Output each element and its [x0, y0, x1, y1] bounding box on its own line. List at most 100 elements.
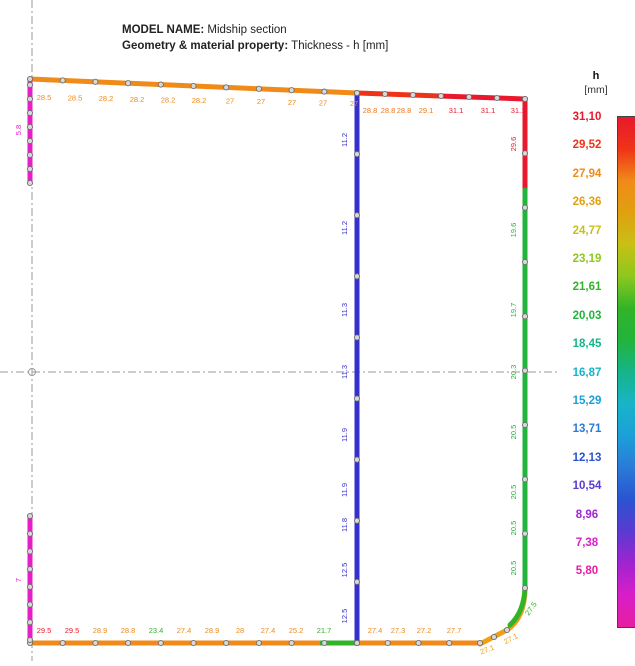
mesh-node — [125, 80, 132, 87]
mesh-node — [92, 78, 99, 85]
mesh-node — [353, 456, 361, 463]
mesh-node — [493, 94, 501, 102]
mesh-node — [409, 91, 417, 99]
thickness-label: 23.4 — [149, 626, 164, 635]
thickness-label: 28.5 — [68, 94, 83, 103]
mesh-node — [59, 639, 66, 647]
thickness-label: 29.5 — [65, 626, 80, 635]
thickness-label: 31.1 — [511, 106, 526, 115]
mesh-node — [255, 85, 262, 92]
thickness-label: 20.5 — [509, 485, 518, 500]
thickness-label: 27 — [319, 98, 327, 107]
thickness-label: 25.2 — [289, 626, 304, 635]
mesh-node — [26, 81, 34, 89]
mesh-node — [521, 367, 529, 374]
legend-value-label: 7,38 — [575, 537, 599, 549]
thickness-label: 11.9 — [340, 483, 349, 497]
thickness-label: 11.9 — [340, 428, 349, 442]
mesh-node — [321, 639, 328, 647]
model-name-key: MODEL NAME: — [122, 24, 205, 36]
mesh-node — [521, 584, 529, 592]
legend-value-label: 16,87 — [572, 366, 602, 379]
thickness-label: 27 — [257, 97, 265, 106]
mesh-nodes — [26, 75, 529, 647]
thickness-label: 19.7 — [509, 303, 518, 318]
mesh-node — [26, 109, 34, 117]
mesh-node — [521, 421, 529, 429]
legend-value-label: 26,36 — [572, 196, 602, 209]
deck-plate-stringer[interactable] — [437, 93, 528, 102]
mesh-node — [26, 137, 34, 145]
thickness-label: 12.5 — [340, 563, 349, 578]
mesh-node — [190, 639, 197, 647]
mesh-node — [446, 639, 453, 647]
deck-plate-right[interactable] — [354, 90, 443, 99]
legend-value-label: 23,19 — [572, 253, 602, 265]
legend-value-label: 10,54 — [572, 480, 602, 493]
thickness-label: 29.5 — [37, 626, 52, 635]
thickness-label: 20.5 — [509, 521, 518, 536]
mesh-node — [437, 92, 445, 100]
thickness-label: 19.6 — [509, 223, 518, 238]
thickness-label: 27 — [350, 99, 358, 108]
legend-title: h — [592, 70, 600, 82]
thickness-label: 11.2 — [340, 221, 349, 235]
legend-unit: [mm] — [584, 84, 608, 96]
thickness-label: 28.8 — [381, 106, 396, 115]
thickness-label: 11.2 — [340, 133, 349, 147]
thickness-label: 27.4 — [177, 626, 192, 635]
legend-value-label: 21,61 — [572, 281, 602, 294]
thickness-label: 28.2 — [161, 95, 176, 104]
thickness-label: 28.8 — [121, 626, 136, 635]
thickness-label: 27.4 — [368, 626, 383, 635]
legend-value-label: 29,52 — [572, 139, 602, 152]
mesh-node — [26, 123, 34, 131]
bilge-strake-green[interactable] — [507, 585, 528, 628]
mesh-node — [26, 601, 34, 608]
thickness-label: 7 — [14, 578, 23, 582]
legend-value-label: 24,77 — [572, 224, 602, 237]
thickness-label: 28.2 — [192, 96, 207, 105]
thickness-label: 27 — [226, 97, 234, 106]
mesh-node — [521, 150, 529, 157]
mesh-node — [223, 639, 230, 647]
legend-value-label: 5,80 — [575, 565, 599, 578]
legend-value-label: 13,71 — [572, 423, 602, 436]
mesh-node — [157, 81, 164, 88]
mesh-node — [26, 636, 34, 644]
thickness-label: 20.3 — [509, 365, 518, 380]
property-line: Geometry & material property: Thickness … — [122, 40, 388, 52]
model-name-line: MODEL NAME: Midship section — [122, 24, 287, 36]
mesh-node — [321, 88, 328, 95]
mesh-node — [521, 95, 529, 103]
legend-color-bar — [617, 116, 635, 628]
thickness-label: 27.7 — [447, 626, 462, 635]
thickness-label: 28.9 — [205, 626, 220, 635]
mesh-node — [521, 476, 529, 483]
thickness-label: 27 — [288, 98, 296, 107]
thickness-label: 20.5 — [509, 561, 518, 576]
legend-value-label: 12,13 — [572, 451, 602, 464]
mesh-node — [26, 512, 34, 520]
thickness-label: 28.2 — [99, 94, 114, 103]
mesh-node — [26, 151, 34, 159]
thickness-label: 31.1 — [481, 106, 496, 115]
mesh-node — [353, 334, 361, 341]
thickness-label: 29.6 — [509, 137, 518, 152]
thickness-label: 27.4 — [261, 626, 276, 635]
mesh-node — [26, 619, 34, 626]
mesh-node — [26, 75, 34, 83]
mesh-node — [223, 84, 230, 91]
mesh-node — [59, 77, 66, 84]
mesh-node — [353, 212, 361, 219]
mesh-node — [125, 639, 132, 647]
mesh-node — [353, 639, 361, 647]
thickness-label: 5.8 — [14, 125, 23, 135]
mesh-node — [490, 633, 498, 641]
mesh-node — [190, 82, 197, 90]
mesh-node — [415, 639, 422, 647]
thickness-label: 31.1 — [449, 106, 464, 115]
mesh-node — [288, 639, 295, 647]
